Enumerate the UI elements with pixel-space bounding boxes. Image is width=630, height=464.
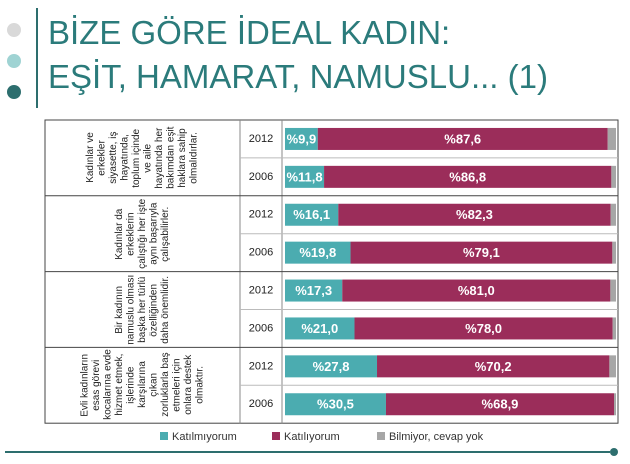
value-label: %86,8	[449, 169, 486, 184]
value-label: %79,1	[463, 245, 500, 260]
year-label: 2012	[249, 133, 273, 145]
bar-segment	[317, 127, 608, 150]
bar-segment	[610, 279, 616, 302]
dot	[7, 23, 21, 37]
bar-segment	[338, 203, 611, 226]
dot	[7, 85, 21, 99]
bar-segment	[285, 317, 355, 340]
value-label: %16,1	[293, 207, 330, 222]
value-label: %81,0	[458, 283, 495, 298]
footer-dot	[610, 448, 618, 456]
legend-label: Katılmıyorum	[172, 431, 237, 443]
value-label: %70,2	[475, 359, 512, 374]
value-label: %17,3	[295, 283, 332, 298]
legend-swatch	[272, 432, 280, 440]
legend-label: Katılıyorum	[284, 431, 340, 443]
year-label: 2012	[249, 284, 273, 296]
legend-label: Bilmiyor, cevap yok	[389, 431, 484, 443]
bar-segment	[611, 165, 616, 188]
bar-segment	[612, 241, 616, 264]
bar-segment	[607, 127, 616, 150]
value-label: %27,8	[313, 359, 350, 374]
year-label: 2006	[249, 322, 273, 334]
bar-segment	[285, 165, 325, 188]
title-line: EŞİT, HAMARAT, NAMUSLU... (1)	[48, 58, 548, 95]
bar-segment	[285, 355, 378, 378]
group-label: Kadınlar da erkeklerin çalıştığı her işt…	[113, 198, 171, 269]
value-label: %87,6	[444, 131, 481, 146]
bar-segment	[354, 317, 613, 340]
title-line: BİZE GÖRE İDEAL KADIN:	[48, 14, 451, 51]
dot	[7, 54, 21, 68]
year-label: 2006	[249, 398, 273, 410]
bar-segment	[285, 393, 386, 416]
group-label: Evli kadınların esas görevi kocalarına e…	[79, 349, 206, 421]
value-label: %9,9	[287, 131, 317, 146]
value-label: %19,8	[299, 245, 336, 260]
value-label: %21,0	[301, 321, 338, 336]
group-label: Kadınlar ve erkekler siyasette, iş hayat…	[85, 126, 200, 190]
year-label: 2006	[249, 247, 273, 259]
bar-segment	[614, 393, 616, 416]
year-label: 2012	[249, 360, 273, 372]
bar-segment	[612, 317, 616, 340]
value-label: %82,3	[456, 207, 493, 222]
value-label: %30,5	[317, 397, 354, 412]
bar-segment	[324, 165, 612, 188]
bar-segment	[609, 355, 616, 378]
bar-segment	[385, 393, 615, 416]
bar-segment	[350, 241, 613, 264]
bar-segment	[377, 355, 610, 378]
year-label: 2012	[249, 209, 273, 221]
value-label: %11,8	[286, 169, 322, 184]
value-label: %68,9	[482, 397, 519, 412]
bar-segment	[285, 127, 318, 150]
value-label: %78,0	[465, 321, 502, 336]
legend-swatch	[377, 432, 385, 440]
legend-swatch	[160, 432, 168, 440]
bar-segment	[610, 203, 616, 226]
bar-segment	[285, 203, 339, 226]
group-label: Bir kadının namuslu olması başka her tür…	[113, 274, 171, 345]
year-label: 2006	[249, 171, 273, 183]
bar-segment	[285, 241, 351, 264]
bar-segment	[342, 279, 611, 302]
bar-segment	[285, 279, 343, 302]
